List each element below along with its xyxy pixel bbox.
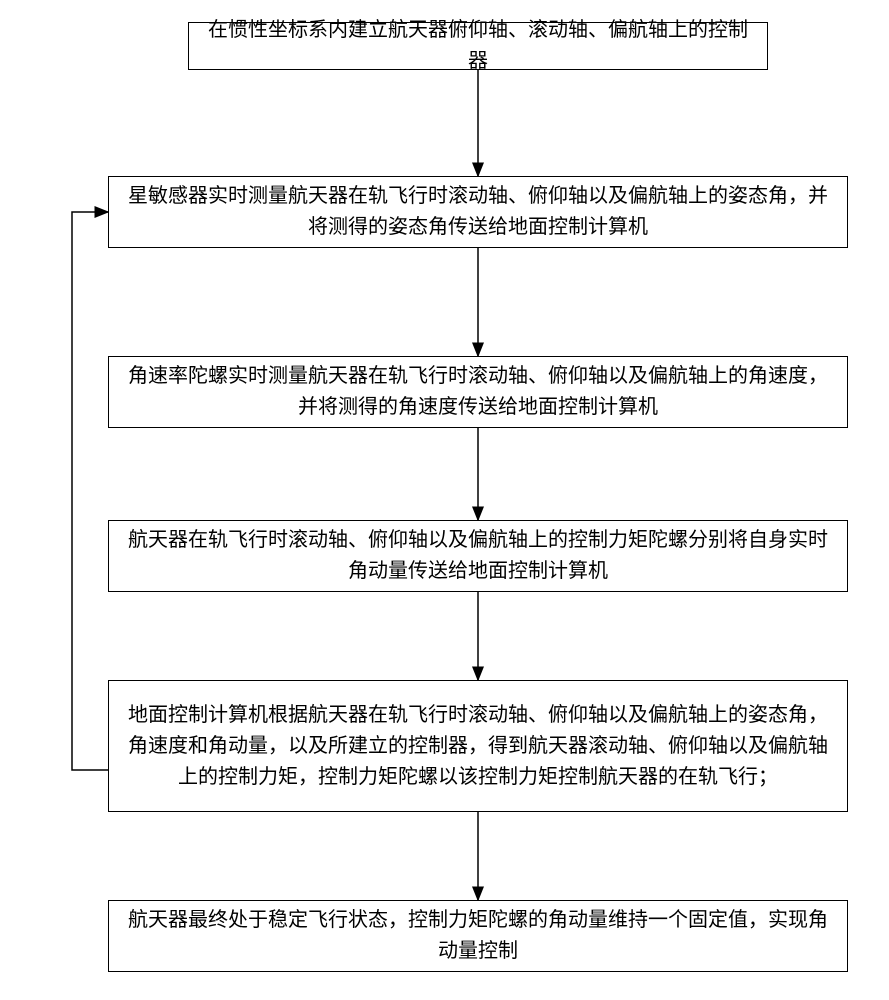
edge-feedback-n5-n2 [72,212,108,770]
flowchart-node-n1: 在惯性坐标系内建立航天器俯仰轴、滚动轴、偏航轴上的控制器 [188,22,768,70]
node-text: 航天器在轨飞行时滚动轴、俯仰轴以及偏航轴上的控制力矩陀螺分别将自身实时角动量传送… [121,525,835,587]
arrows-layer [0,0,889,1000]
flowchart-node-n6: 航天器最终处于稳定飞行状态，控制力矩陀螺的角动量维持一个固定值，实现角动量控制 [108,900,848,972]
node-text: 在惯性坐标系内建立航天器俯仰轴、滚动轴、偏航轴上的控制器 [201,15,755,77]
flowchart-node-n3: 角速率陀螺实时测量航天器在轨飞行时滚动轴、俯仰轴以及偏航轴上的角速度，并将测得的… [108,356,848,428]
flowchart-node-n2: 星敏感器实时测量航天器在轨飞行时滚动轴、俯仰轴以及偏航轴上的姿态角，并将测得的姿… [108,176,848,248]
node-text: 星敏感器实时测量航天器在轨飞行时滚动轴、俯仰轴以及偏航轴上的姿态角，并将测得的姿… [121,181,835,243]
node-text: 航天器最终处于稳定飞行状态，控制力矩陀螺的角动量维持一个固定值，实现角动量控制 [121,905,835,967]
node-text: 地面控制计算机根据航天器在轨飞行时滚动轴、俯仰轴以及偏航轴上的姿态角，角速度和角… [121,700,835,793]
flowchart-node-n5: 地面控制计算机根据航天器在轨飞行时滚动轴、俯仰轴以及偏航轴上的姿态角，角速度和角… [108,680,848,812]
flowchart-node-n4: 航天器在轨飞行时滚动轴、俯仰轴以及偏航轴上的控制力矩陀螺分别将自身实时角动量传送… [108,520,848,592]
flowchart-canvas: 在惯性坐标系内建立航天器俯仰轴、滚动轴、偏航轴上的控制器星敏感器实时测量航天器在… [0,0,889,1000]
node-text: 角速率陀螺实时测量航天器在轨飞行时滚动轴、俯仰轴以及偏航轴上的角速度，并将测得的… [121,361,835,423]
